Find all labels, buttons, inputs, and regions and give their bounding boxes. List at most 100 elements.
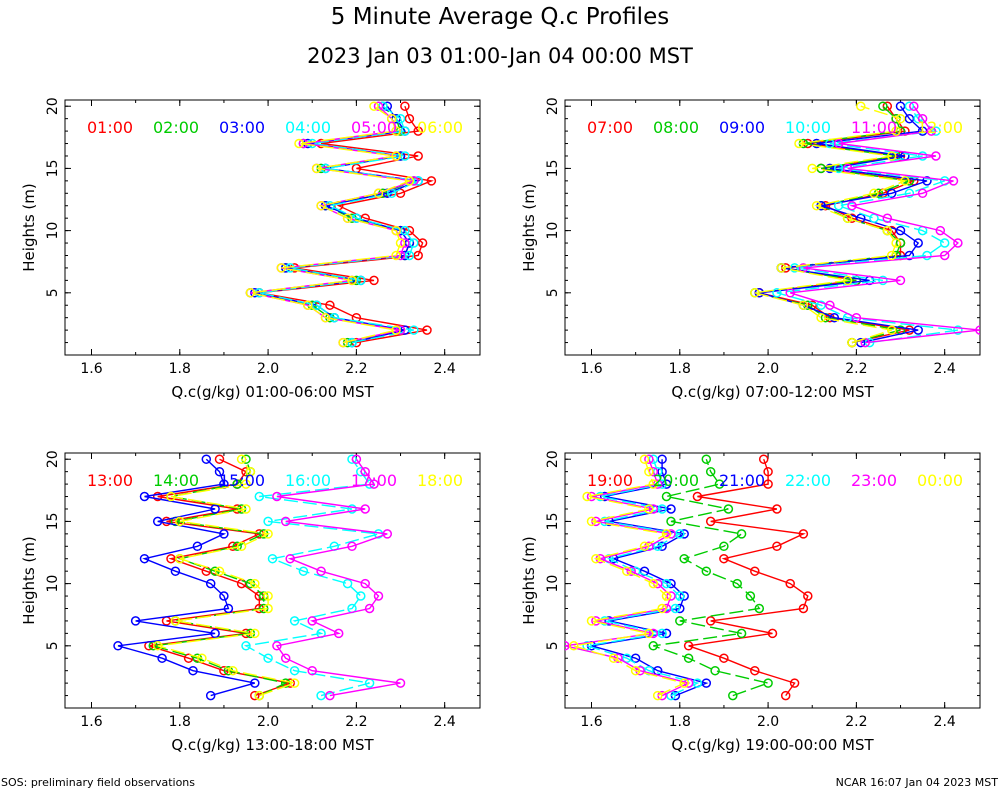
data-point [241, 504, 251, 514]
data-point [228, 665, 238, 676]
data-point [595, 491, 606, 502]
data-point [750, 288, 760, 298]
y-axis-label: Heights (m) [20, 536, 38, 624]
data-point [599, 616, 610, 626]
data-point [811, 138, 822, 149]
data-point [250, 678, 260, 688]
data-point [705, 466, 716, 477]
legend-entry-21:00: 21:00 [719, 471, 765, 490]
data-point [948, 176, 959, 186]
data-point [719, 553, 729, 564]
data-point [395, 238, 406, 248]
legend-entry-05:00: 05:00 [351, 118, 397, 137]
data-point [644, 504, 654, 514]
data-point [630, 653, 641, 663]
data-point [280, 678, 291, 688]
data-point [294, 138, 304, 149]
data-point [648, 641, 659, 651]
data-point [170, 616, 181, 626]
x-tick-label: 1.8 [669, 361, 691, 377]
data-point [666, 504, 676, 514]
data-point [245, 288, 256, 298]
y-tick-label: 20 [45, 450, 61, 468]
data-point [736, 628, 747, 639]
data-point [267, 553, 278, 564]
data-point [847, 337, 857, 348]
data-point [395, 151, 406, 161]
y-tick-label: 20 [545, 450, 561, 468]
data-point [679, 553, 689, 564]
x-tick-label: 2.2 [845, 361, 867, 377]
legend-entry-15:00: 15:00 [219, 471, 265, 490]
data-point [395, 188, 406, 199]
data-point [763, 678, 773, 688]
data-point [705, 616, 716, 626]
data-point [776, 263, 787, 273]
series-line-04:00 [259, 105, 421, 344]
data-point [400, 126, 410, 136]
data-point [263, 653, 273, 663]
data-point [701, 678, 712, 688]
data-point [258, 603, 269, 614]
x-axis-label: Q.c(g/kg) 07:00-12:00 MST [671, 383, 874, 401]
data-point [661, 628, 672, 639]
data-point [922, 250, 932, 261]
data-point [891, 238, 901, 248]
data-point [599, 516, 610, 527]
data-point [657, 504, 667, 514]
plot-frame [564, 452, 981, 709]
series-group [113, 454, 406, 701]
data-point [280, 653, 291, 663]
data-point [758, 454, 769, 464]
y-axis-label: Heights (m) [20, 183, 38, 271]
data-point [886, 250, 897, 261]
data-point [772, 541, 782, 552]
data-point [767, 628, 778, 639]
data-point [630, 665, 641, 676]
y-tick-label: 5 [545, 288, 561, 297]
y-tick-label: 5 [45, 641, 61, 650]
data-point [316, 200, 326, 211]
data-point [263, 529, 273, 539]
chart-title: 5 Minute Average Q.c Profiles [330, 4, 670, 30]
data-point [666, 516, 676, 527]
data-point [842, 275, 853, 286]
data-point [391, 250, 401, 261]
data-point [360, 504, 370, 514]
y-tick-label: 5 [45, 288, 61, 297]
x-tick-label: 1.6 [580, 714, 602, 730]
data-point [661, 491, 672, 502]
data-point [683, 641, 694, 651]
chart-panel-3: 1.6 1.8 2.0 2.2 2.4 5 10 15 20 Q.c(g/kg) 13:00-18… [20, 450, 481, 754]
data-point [794, 138, 804, 149]
data-point [939, 238, 950, 248]
data-point [333, 628, 344, 639]
data-point [705, 516, 716, 527]
series-group [565, 454, 813, 701]
series-line-11:00 [789, 105, 980, 344]
data-point [152, 491, 163, 502]
legend-entry-07:00: 07:00 [587, 118, 633, 137]
y-tick-label: 15 [45, 160, 61, 178]
data-point [750, 566, 760, 576]
data-point [373, 591, 384, 601]
data-point [369, 275, 379, 286]
data-point [869, 188, 879, 199]
data-point [400, 225, 410, 236]
data-point [113, 641, 123, 651]
data-point [347, 541, 357, 552]
data-point [417, 238, 428, 248]
series-group [750, 101, 980, 348]
data-point [400, 325, 410, 335]
data-point [648, 479, 659, 489]
data-point [263, 603, 273, 614]
data-point [373, 188, 384, 199]
plot-frame [64, 99, 481, 356]
data-point [807, 163, 817, 174]
legend-entry-13:00: 13:00 [87, 471, 133, 490]
data-point [798, 603, 809, 614]
series-line-15:00 [117, 458, 255, 697]
legend-entry-16:00: 16:00 [285, 471, 331, 490]
data-point [719, 541, 729, 552]
data-point [320, 312, 331, 323]
